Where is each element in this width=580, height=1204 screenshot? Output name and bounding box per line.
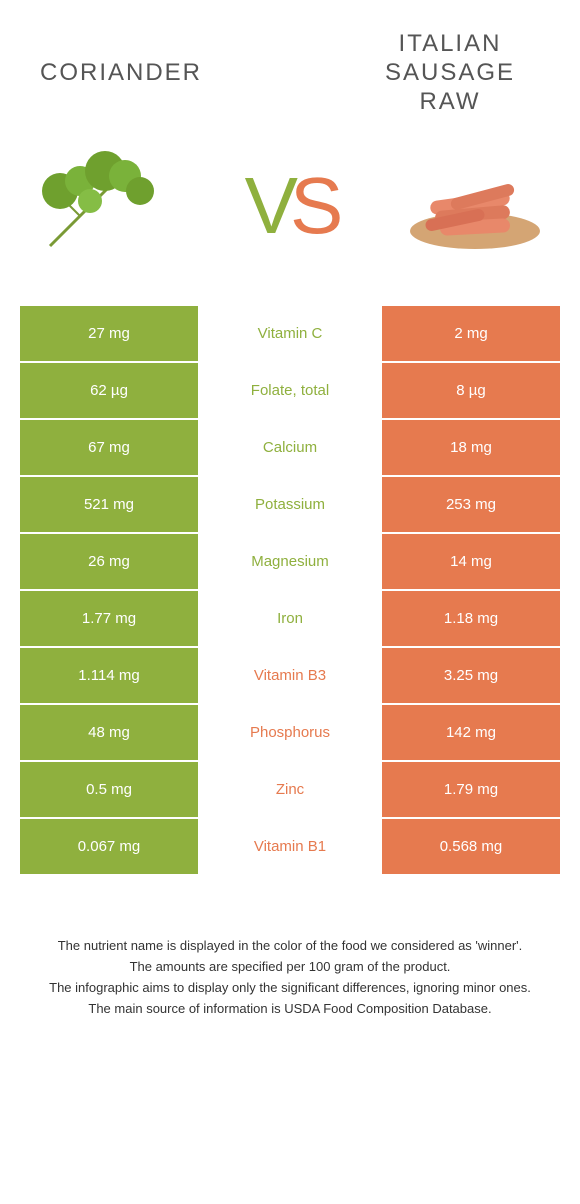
header: Coriander Italian Sausage Raw (0, 0, 580, 126)
right-value: 142 mg (380, 705, 560, 760)
footer-line: The amounts are specified per 100 gram o… (30, 957, 550, 978)
table-row: 27 mgVitamin C2 mg (20, 306, 560, 361)
left-value: 62 µg (20, 363, 200, 418)
nutrient-label: Vitamin B3 (200, 648, 380, 703)
table-row: 521 mgPotassium253 mg (20, 477, 560, 532)
table-row: 26 mgMagnesium14 mg (20, 534, 560, 589)
nutrient-label: Zinc (200, 762, 380, 817)
right-value: 1.79 mg (380, 762, 560, 817)
footer-line: The infographic aims to display only the… (30, 978, 550, 999)
title-left: Coriander (40, 59, 202, 87)
left-value: 521 mg (20, 477, 200, 532)
nutrient-label: Vitamin C (200, 306, 380, 361)
table-row: 1.114 mgVitamin B33.25 mg (20, 648, 560, 703)
left-value: 0.5 mg (20, 762, 200, 817)
vs-row: VS (0, 126, 580, 306)
left-value: 26 mg (20, 534, 200, 589)
sausage-image (390, 146, 550, 266)
right-value: 253 mg (380, 477, 560, 532)
coriander-image (30, 146, 190, 266)
right-value: 2 mg (380, 306, 560, 361)
right-value: 1.18 mg (380, 591, 560, 646)
table-row: 1.77 mgIron1.18 mg (20, 591, 560, 646)
nutrient-label: Iron (200, 591, 380, 646)
footer-notes: The nutrient name is displayed in the co… (0, 876, 580, 1039)
nutrient-label: Phosphorus (200, 705, 380, 760)
table-row: 48 mgPhosphorus142 mg (20, 705, 560, 760)
title-right: Italian Sausage Raw (360, 30, 540, 116)
nutrient-table: 27 mgVitamin C2 mg62 µgFolate, total8 µg… (0, 306, 580, 874)
vs-v: V (245, 161, 290, 250)
vs-label: VS (245, 160, 336, 252)
right-value: 8 µg (380, 363, 560, 418)
right-value: 0.568 mg (380, 819, 560, 874)
left-value: 27 mg (20, 306, 200, 361)
left-value: 48 mg (20, 705, 200, 760)
nutrient-label: Magnesium (200, 534, 380, 589)
right-value: 18 mg (380, 420, 560, 475)
footer-line: The nutrient name is displayed in the co… (30, 936, 550, 957)
table-row: 0.067 mgVitamin B10.568 mg (20, 819, 560, 874)
left-value: 1.114 mg (20, 648, 200, 703)
nutrient-label: Calcium (200, 420, 380, 475)
table-row: 0.5 mgZinc1.79 mg (20, 762, 560, 817)
nutrient-label: Potassium (200, 477, 380, 532)
right-value: 3.25 mg (380, 648, 560, 703)
nutrient-label: Vitamin B1 (200, 819, 380, 874)
left-value: 0.067 mg (20, 819, 200, 874)
right-value: 14 mg (380, 534, 560, 589)
table-row: 67 mgCalcium18 mg (20, 420, 560, 475)
vs-s: S (290, 161, 335, 250)
table-row: 62 µgFolate, total8 µg (20, 363, 560, 418)
left-value: 1.77 mg (20, 591, 200, 646)
footer-line: The main source of information is USDA F… (30, 999, 550, 1020)
nutrient-label: Folate, total (200, 363, 380, 418)
left-value: 67 mg (20, 420, 200, 475)
